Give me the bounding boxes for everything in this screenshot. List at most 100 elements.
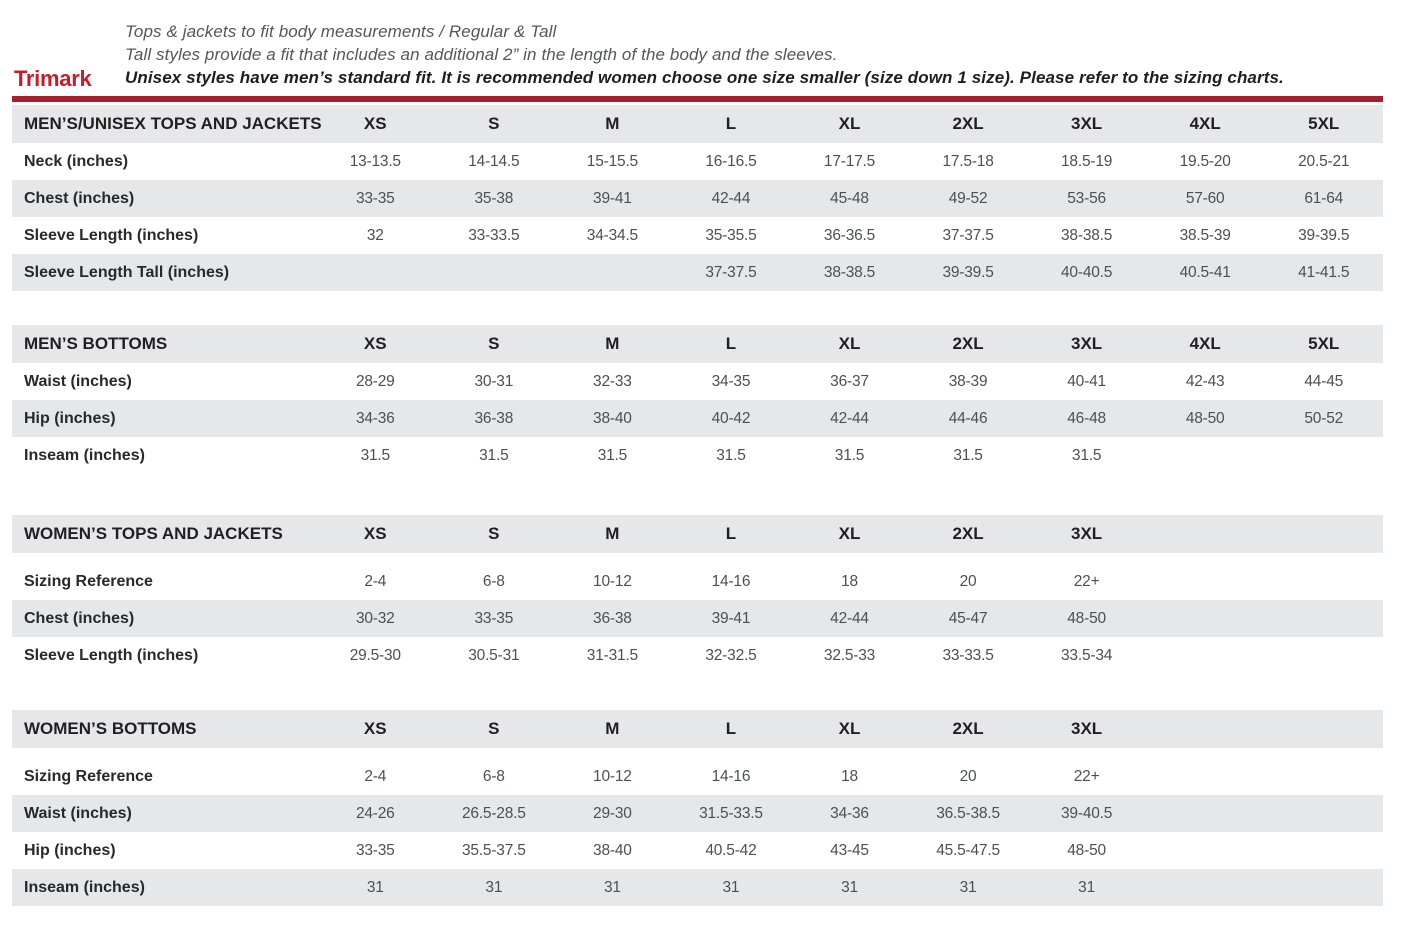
table-row: Hip (inches) 34-36 36-38 38-40 40-42 42-44 44-… (12, 400, 1383, 437)
row-label: Chest (inches) (24, 189, 135, 207)
size-column-header: 3XL (1071, 524, 1103, 543)
cell-value: 13-13.5 (349, 152, 401, 170)
cell-value: 36-38 (474, 409, 514, 427)
table-row: Waist (inches) 28-29 30-31 32-33 34-35 36-37 3… (12, 363, 1383, 400)
table-title: MEN’S BOTTOMS (24, 334, 168, 353)
row-label: Hip (inches) (24, 841, 116, 859)
cell-value: 30-32 (355, 609, 395, 627)
table-header-row: WOMEN’S TOPS AND JACKETS XS S M L XL 2XL 3XL (12, 515, 1383, 553)
cell-value: 40.5-41 (1179, 263, 1231, 281)
size-tables: MEN’S/UNISEX TOPS AND JACKETS XS S M L XL 2XL 3… (12, 105, 1383, 906)
size-column-header: S (488, 334, 500, 353)
cell-value: 53-56 (1067, 189, 1106, 207)
cell-value: 22+ (1073, 572, 1100, 590)
size-table: WOMEN’S BOTTOMS XS S M L XL 2XL 3XL Sizing Refer… (12, 710, 1383, 906)
cell-value: 31-31.5 (586, 646, 638, 664)
size-column-header: M (605, 114, 620, 133)
cell-value: 39-39.5 (942, 263, 994, 281)
cell-value: 31.5 (1071, 446, 1102, 464)
size-column-header: S (488, 719, 500, 738)
row-label: Inseam (inches) (24, 446, 145, 464)
cell-value: 14-14.5 (468, 152, 520, 170)
size-column-header: 3XL (1071, 719, 1103, 738)
cell-value: 31.5 (597, 446, 628, 464)
size-column-header: 4XL (1189, 334, 1221, 353)
cell-value: 32-32.5 (705, 646, 757, 664)
cell-value: 34-36 (355, 409, 395, 427)
size-column-header: L (725, 114, 737, 133)
cell-value: 32.5-33 (823, 646, 876, 664)
size-column-header: XS (363, 719, 387, 738)
table-header-row: MEN’S/UNISEX TOPS AND JACKETS XS S M L XL 2XL 3… (12, 105, 1383, 143)
table-row: Neck (inches) 13-13.5 14-14.5 15-15.5 16-16.… (12, 143, 1383, 180)
cell-value: 10-12 (593, 572, 632, 590)
table-row: Sizing Reference 2-4 6-8 10-12 14-16 18 20 22+ (12, 758, 1383, 795)
cell-value: 38-38.5 (823, 263, 876, 281)
cell-value: 31.5 (479, 446, 509, 464)
cell-value: 16-16.5 (705, 152, 757, 170)
table-title: MEN’S/UNISEX TOPS AND JACKETS (24, 114, 322, 133)
cell-value: 17-17.5 (823, 152, 876, 170)
row-label: Inseam (inches) (24, 878, 145, 896)
cell-value: 30-31 (474, 372, 514, 390)
cell-value: 32 (366, 226, 384, 244)
row-label: Sizing Reference (24, 767, 153, 785)
cell-value: 31.5 (953, 446, 983, 464)
table-title: WOMEN’S BOTTOMS (24, 719, 197, 738)
cell-value: 49-52 (948, 189, 988, 207)
intro-line-2: Tall styles provide a fit that includes … (125, 45, 838, 64)
size-column-header: S (488, 114, 500, 133)
cell-value: 31 (841, 878, 858, 896)
cell-value: 40-40.5 (1061, 263, 1113, 281)
cell-value: 36.5-38.5 (936, 804, 1000, 822)
size-column-header: 5XL (1308, 334, 1340, 353)
intro-line-3: Unisex styles have men’s standard fit. I… (125, 68, 1284, 87)
row-label: Neck (inches) (24, 152, 129, 170)
cell-value: 48-50 (1067, 609, 1106, 627)
cell-value: 48-50 (1067, 841, 1106, 859)
size-column-header: L (725, 719, 737, 738)
intro-text: Tops & jackets to fit body measurements … (125, 20, 1284, 89)
size-column-header: XL (838, 719, 861, 738)
cell-value: 36-36.5 (823, 226, 876, 244)
cell-value: 14-16 (711, 767, 751, 785)
table-row: Sleeve Length (inches) 32 33-33.5 34-34.5 35… (12, 217, 1383, 254)
size-column-header: 3XL (1071, 334, 1103, 353)
cell-value: 29-30 (593, 804, 632, 822)
cell-value: 14-16 (711, 572, 751, 590)
size-column-header: XS (363, 524, 387, 543)
cell-value: 48-50 (1185, 409, 1225, 427)
table-row: Sleeve Length Tall (inches) 37-37.5 38-38.… (12, 254, 1383, 291)
cell-value: 29.5-30 (349, 646, 401, 664)
cell-value: 33-33.5 (468, 226, 520, 244)
cell-value: 24-26 (355, 804, 395, 822)
cell-value: 38-38.5 (1061, 226, 1113, 244)
table-row: Chest (inches) 33-35 35-38 39-41 42-44 45-48 4… (12, 180, 1383, 217)
table-row: Inseam (inches) 31 31 31 31 31 31 31 (12, 869, 1383, 906)
cell-value: 22+ (1073, 767, 1100, 785)
cell-value: 38-40 (593, 409, 632, 427)
cell-value: 31.5 (716, 446, 746, 464)
cell-value: 42-44 (711, 189, 751, 207)
cell-value: 31 (366, 878, 384, 896)
row-label: Waist (inches) (24, 372, 132, 390)
cell-value: 31.5-33.5 (699, 804, 763, 822)
cell-value: 42-43 (1185, 372, 1225, 390)
cell-value: 43-45 (830, 841, 869, 859)
cell-value: 38-40 (593, 841, 632, 859)
row-label: Sleeve Length (inches) (24, 646, 199, 664)
cell-value: 38.5-39 (1179, 226, 1231, 244)
cell-value: 10-12 (593, 767, 632, 785)
brand-logo: Trimark (14, 66, 92, 91)
cell-value: 32-33 (593, 372, 632, 390)
cell-value: 28-29 (355, 372, 395, 390)
cell-value: 31 (603, 878, 621, 896)
size-table: WOMEN’S TOPS AND JACKETS XS S M L XL 2XL 3XL Siz… (12, 515, 1383, 674)
table-header-row: MEN’S BOTTOMS XS S M L XL 2XL 3XL 4XL 5XL (12, 325, 1383, 363)
cell-value: 42-44 (830, 409, 869, 427)
cell-value: 33-35 (355, 841, 395, 859)
cell-value: 20.5-21 (1298, 152, 1350, 170)
cell-value: 20 (959, 767, 977, 785)
cell-value: 45-47 (948, 609, 988, 627)
cell-value: 40-42 (711, 409, 751, 427)
